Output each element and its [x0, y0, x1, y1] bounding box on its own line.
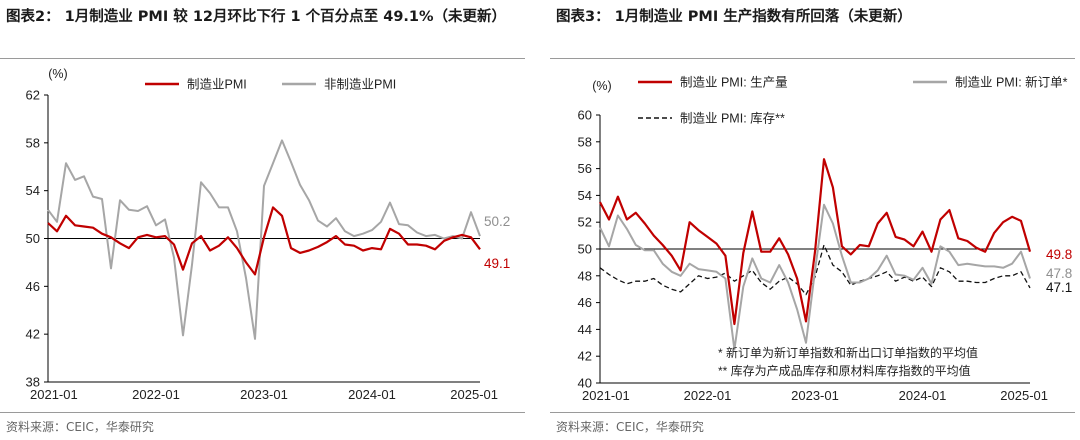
legend-label-0: 制造业PMI: [187, 78, 247, 92]
y-tick-label: 44: [578, 322, 592, 337]
y-tick-label: 54: [578, 188, 592, 203]
left-top-rule: [0, 58, 525, 59]
y-tick-label: 50: [26, 231, 40, 246]
right-top-rule: [550, 58, 1075, 59]
y-axis-unit: (%): [592, 79, 611, 93]
right-figure-title: 图表3： 1月制造业 PMI 生产指数有所回落（未更新）: [556, 9, 912, 25]
right-figure-panel: 图表3： 1月制造业 PMI 生产指数有所回落（未更新） 60 58 56 54 52 5…: [550, 0, 1080, 440]
left-figure-title: 图表2： 1月制造业 PMI 较 12月环比下行 1 个百分点至 49.1%（未…: [6, 9, 507, 25]
y-tick-label: 48: [578, 268, 592, 283]
y-tick-label: 54: [26, 183, 40, 198]
y-axis-unit: (%): [48, 67, 67, 81]
y-tick-label: 60: [578, 108, 592, 123]
x-tick-label: 2021-01: [582, 388, 630, 403]
end-label-0: 49.8: [1046, 247, 1072, 262]
right-chart: 60 58 56 54 52 50 48 46 44 42 40 (%) 2021-01 2022-01 2…: [578, 75, 1073, 404]
y-tick-label: 46: [26, 279, 40, 294]
right-bottom-rule: [550, 412, 1075, 413]
y-tick-label: 52: [578, 215, 592, 230]
x-tick-label: 2023-01: [791, 388, 839, 403]
series-line-0: [47, 206, 481, 276]
x-tick-label: 2025-01: [1000, 388, 1048, 403]
left-figure-panel: 图表2： 1月制造业 PMI 较 12月环比下行 1 个百分点至 49.1%（未…: [0, 0, 530, 440]
left-chart: 62 58 54 50 46 42 38 (%) 2021-01 2022-01 2023-01 20…: [26, 67, 511, 402]
y-tick-label: 56: [578, 161, 592, 176]
x-tick-label: 2022-01: [684, 388, 732, 403]
legend-label-1: 非制造业PMI: [324, 78, 396, 92]
y-tick-label: 58: [26, 135, 40, 150]
x-tick-label: 2024-01: [348, 387, 396, 402]
end-label-1: 50.2: [484, 214, 510, 229]
series-line-1: [599, 203, 1031, 351]
y-tick-label: 62: [26, 88, 40, 103]
end-label-2: 47.1: [1046, 280, 1072, 295]
y-tick-label: 46: [578, 295, 592, 310]
y-tick-label: 42: [26, 327, 40, 342]
x-tick-label: 2024-01: [899, 388, 947, 403]
legend-label-0: 制造业 PMI: 生产量: [680, 76, 788, 90]
x-tick-label: 2022-01: [132, 387, 180, 402]
footnote-inventory: ** 库存为产成品库存和原材料库存指数的平均值: [718, 363, 971, 378]
end-label-1: 47.8: [1046, 266, 1072, 281]
y-tick-label: 38: [26, 375, 40, 390]
y-tick-label: 58: [578, 134, 592, 149]
end-label-0: 49.1: [484, 256, 510, 271]
right-source-note: 资料来源：CEIC，华泰研究: [556, 420, 704, 434]
legend-label-1: 制造业 PMI: 新订单*: [955, 75, 1068, 90]
left-bottom-rule: [0, 412, 525, 413]
x-tick-label: 2025-01: [450, 387, 498, 402]
y-tick-label: 42: [578, 349, 592, 364]
series-line-0: [599, 158, 1032, 326]
x-tick-label: 2021-01: [30, 387, 78, 402]
series-line-1: [47, 139, 481, 340]
left-source-note: 资料来源：CEIC，华泰研究: [6, 420, 154, 434]
footnote-new-orders: * 新订单为新订单指数和新出口订单指数的平均值: [718, 345, 978, 360]
y-tick-label: 50: [578, 242, 592, 257]
x-tick-label: 2023-01: [240, 387, 288, 402]
legend-label-2: 制造业 PMI: 库存**: [680, 111, 785, 126]
y-tick-label: 40: [578, 376, 592, 391]
